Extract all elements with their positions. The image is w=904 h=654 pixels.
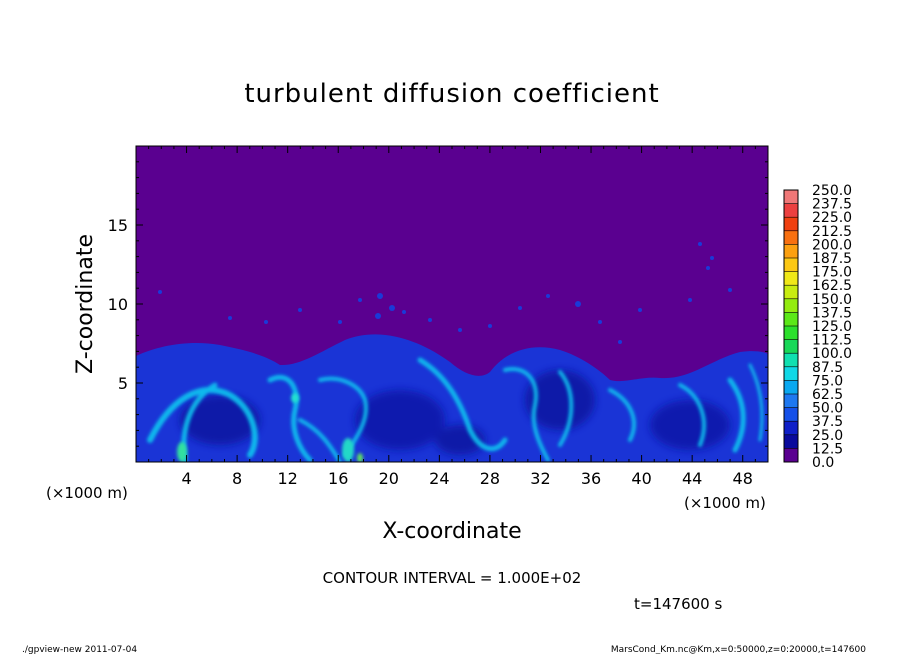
- colorbar-swatch: [784, 312, 798, 326]
- colorbar-swatch: [784, 217, 798, 231]
- colorbar-swatch: [784, 366, 798, 381]
- colorbar-label: 212.5: [812, 224, 852, 240]
- colorbar-swatch: [784, 353, 798, 367]
- colorbar-label: 0.0: [812, 455, 834, 471]
- colorbar-label: 87.5: [812, 360, 843, 376]
- y-tick-label: 15: [108, 216, 128, 235]
- hot-spots: [177, 393, 363, 462]
- time-label: t=147600 s: [634, 595, 722, 613]
- colorbar-swatch: [784, 244, 798, 258]
- colorbar-swatch: [784, 394, 798, 408]
- colorbar-label: 37.5: [812, 414, 843, 430]
- colorbar-swatch: [784, 421, 798, 435]
- contour-interval: CONTOUR INTERVAL = 1.000E+02: [323, 569, 582, 587]
- colorbar-label: 62.5: [812, 387, 843, 403]
- footer-left: ./gpview-new 2011-07-04: [22, 645, 137, 654]
- x-tick-label: 48: [733, 469, 753, 488]
- colorbar-swatch: [784, 298, 798, 313]
- colorbar-label: 75.0: [812, 373, 843, 389]
- colorbar-label: 125.0: [812, 319, 852, 335]
- colorbar-swatch: [784, 203, 798, 218]
- x-tick-label: 16: [328, 469, 348, 488]
- colorbar-swatch: [784, 434, 798, 449]
- x-axis-label: X-coordinate: [382, 519, 521, 544]
- colorbar: 0.012.525.037.550.062.575.087.5100.0112.…: [783, 183, 852, 471]
- x-tick-label: 36: [581, 469, 601, 488]
- colorbar-label: 175.0: [812, 265, 852, 281]
- colorbar-label: 237.5: [812, 197, 852, 213]
- colorbar-swatch: [784, 448, 798, 462]
- colorbar-label: 12.5: [812, 441, 843, 457]
- colorbar-swatch: [784, 230, 798, 245]
- x-unit-right: (×1000 m): [684, 494, 766, 512]
- colorbar-label: 25.0: [812, 428, 843, 444]
- chart-title: turbulent diffusion coefficient: [244, 79, 659, 109]
- y-axis: 5 10 15: [108, 161, 768, 447]
- footer-right: MarsCond_Km.nc@Km,x=0:50000,z=0:20000,t=…: [611, 645, 866, 654]
- x-tick-label: 4: [181, 469, 191, 488]
- x-unit-left: (×1000 m): [46, 484, 128, 502]
- x-tick-label: 8: [232, 469, 242, 488]
- colorbar-label: 250.0: [812, 183, 852, 199]
- y-axis-label: Z-coordinate: [73, 234, 98, 374]
- colorbar-label: 100.0: [812, 346, 852, 362]
- x-axis: 4 8 12 16 20 24 28 32 36 40 44 48: [148, 146, 756, 488]
- colorbar-swatch: [784, 190, 798, 204]
- y-tick-label: 10: [108, 295, 128, 314]
- colorbar-label: 162.5: [812, 278, 852, 294]
- colorbar-label: 200.0: [812, 237, 852, 253]
- x-tick-label: 24: [429, 469, 449, 488]
- colorbar-swatch: [784, 380, 798, 394]
- colorbar-swatch: [784, 339, 798, 354]
- colorbar-swatch: [784, 271, 798, 286]
- colorbar-label: 112.5: [812, 333, 852, 349]
- colorbar-swatch: [784, 258, 798, 272]
- colorbar-swatch: [784, 326, 798, 340]
- y-tick-label: 5: [118, 374, 128, 393]
- x-tick-label: 28: [480, 469, 500, 488]
- x-tick-label: 32: [530, 469, 550, 488]
- colorbar-label: 187.5: [812, 251, 852, 267]
- upper-patches: [158, 242, 732, 344]
- x-tick-label: 12: [278, 469, 298, 488]
- colorbar-label: 137.5: [812, 305, 852, 321]
- colorbar-label: 150.0: [812, 292, 852, 308]
- colorbar-label: 50.0: [812, 401, 843, 417]
- x-tick-label: 20: [379, 469, 399, 488]
- eddy-structures: [180, 370, 730, 455]
- colorbar-swatch: [784, 285, 798, 299]
- colorbar-label: 225.0: [812, 210, 852, 226]
- x-tick-label: 44: [682, 469, 702, 488]
- x-tick-label: 40: [631, 469, 651, 488]
- colorbar-swatch: [784, 407, 798, 422]
- plot-area: [136, 146, 768, 462]
